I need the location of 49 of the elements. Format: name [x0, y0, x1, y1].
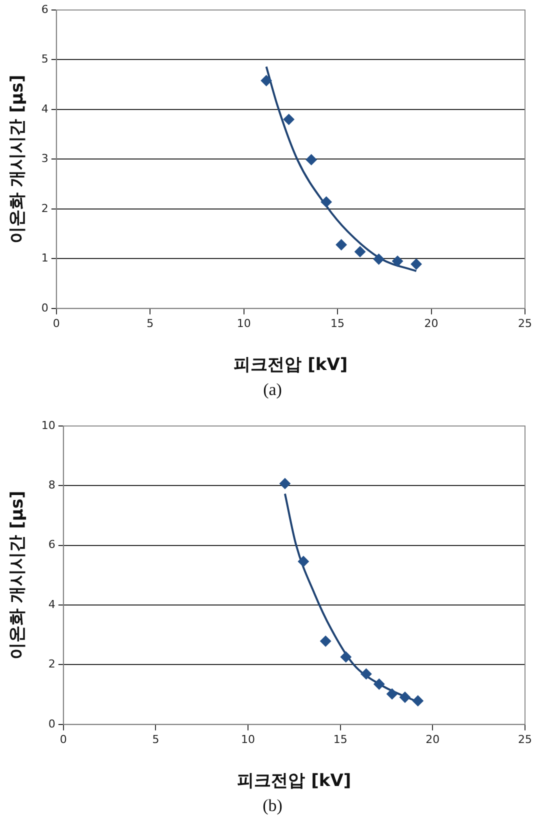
- point: [320, 636, 332, 647]
- x-tick-label: 20: [426, 732, 440, 746]
- point: [360, 668, 372, 680]
- y-tick-label: 2: [41, 202, 48, 215]
- point: [412, 695, 424, 706]
- point: [354, 246, 366, 258]
- point: [373, 254, 384, 265]
- x-tick-label: 25: [518, 732, 532, 746]
- x-tick-label: 10: [241, 732, 256, 746]
- point: [336, 239, 347, 250]
- y-tick-label: 1: [41, 252, 48, 265]
- text: (a): [262, 380, 283, 400]
- y-tick-label: 4: [41, 102, 48, 116]
- x-tick-label: 15: [333, 732, 348, 746]
- y-tick-label: 8: [48, 478, 56, 492]
- y-tick-label: 6: [41, 2, 48, 16]
- x-axis-title: 피크전압 [kV]: [234, 355, 348, 376]
- x-tick-label: 5: [146, 316, 154, 330]
- y-tick-label: 6: [48, 538, 56, 552]
- point: [399, 692, 410, 703]
- point: [320, 196, 332, 208]
- point: [279, 478, 290, 490]
- y-tick-label: 0: [41, 301, 48, 314]
- point: [283, 114, 294, 125]
- point: [260, 75, 272, 86]
- point: [374, 678, 385, 690]
- point: [392, 256, 404, 267]
- point: [386, 688, 398, 700]
- point: [298, 556, 309, 567]
- x-tick-label: 5: [152, 732, 160, 746]
- x-tick-label: 0: [60, 732, 67, 746]
- point: [340, 651, 352, 662]
- point: [306, 154, 317, 166]
- y-axis-title: 이온화 개시시간 [μs]: [8, 74, 28, 244]
- x-tick-label: 10: [236, 316, 251, 330]
- line-series: [265, 66, 418, 272]
- y-tick-label: 4: [48, 598, 56, 611]
- y-axis-title: 이온화 개시시간 [μs]: [8, 490, 28, 660]
- y-tick-label: 5: [41, 52, 48, 66]
- text: (b): [262, 796, 284, 816]
- x-tick-label: 25: [518, 316, 532, 330]
- x-tick-label: 15: [330, 316, 345, 330]
- y-tick-label: 10: [41, 418, 56, 432]
- x-tick-label: 20: [424, 316, 438, 330]
- y-tick-label: 3: [41, 152, 48, 166]
- y-tick-label: 2: [48, 658, 56, 671]
- x-axis-title: 피크전압 [kV]: [237, 771, 352, 792]
- point: [410, 258, 422, 270]
- y-tick-label: 0: [48, 717, 56, 730]
